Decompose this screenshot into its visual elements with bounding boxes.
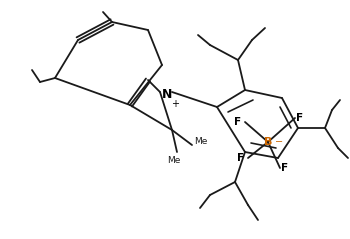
Text: F: F (281, 163, 288, 173)
Text: Me: Me (194, 137, 207, 147)
Text: Me: Me (167, 156, 181, 165)
Text: F: F (237, 153, 245, 163)
Text: +: + (171, 99, 179, 109)
Text: F: F (296, 113, 303, 123)
Text: B: B (264, 137, 272, 147)
Text: −: − (275, 137, 283, 147)
Text: N: N (162, 87, 172, 101)
Text: F: F (234, 117, 241, 127)
